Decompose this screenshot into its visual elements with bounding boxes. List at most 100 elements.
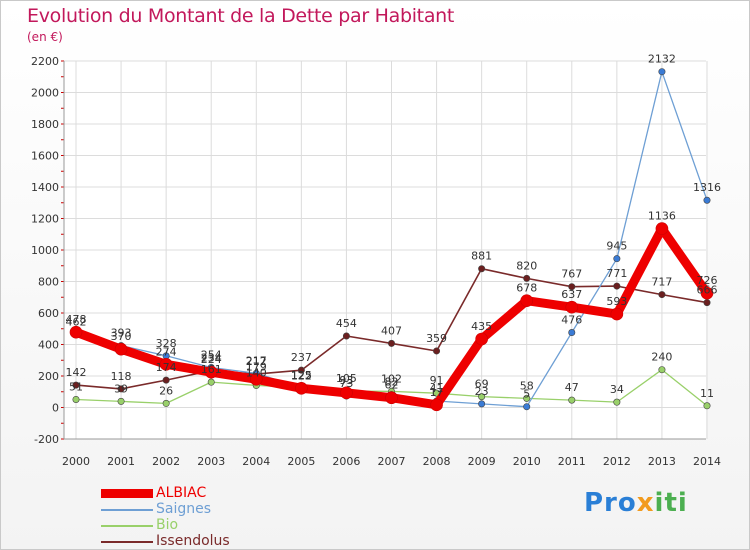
data-label-bio: 39 — [114, 382, 128, 395]
data-label-bio: 161 — [201, 363, 222, 376]
data-label-saignes: 125 — [291, 369, 312, 382]
data-label-albiac: 274 — [156, 345, 177, 358]
data-label-issendolus: 881 — [471, 250, 492, 263]
data-label-saignes: 393 — [111, 327, 132, 340]
legend-label-issendolus: Issendolus — [156, 533, 230, 549]
data-label-saignes: 217 — [246, 354, 267, 367]
x-tick-label: 2006 — [332, 455, 360, 468]
data-label-saignes: 1316 — [693, 181, 721, 194]
data-label-albiac: 678 — [516, 282, 537, 295]
y-tick-label: 800 — [38, 276, 59, 289]
data-label-issendolus: 454 — [336, 317, 357, 330]
data-label-bio: 11 — [700, 387, 714, 400]
y-tick-label: 0 — [52, 402, 59, 415]
data-label-albiac: 478 — [66, 313, 87, 326]
data-point-issendolus — [658, 291, 666, 299]
data-label-issendolus: 767 — [561, 268, 582, 281]
data-point-saignes — [658, 68, 666, 76]
legend-label-bio: Bio — [156, 517, 179, 533]
data-label-saignes: 476 — [561, 314, 582, 327]
data-label-bio: 69 — [475, 378, 489, 391]
data-point-bio — [703, 402, 711, 410]
data-point-bio — [568, 396, 576, 404]
data-label-saignes: 73 — [339, 377, 353, 390]
data-point-saignes — [478, 400, 486, 408]
data-label-bio: 140 — [246, 366, 267, 379]
y-tick-label: 2200 — [31, 55, 59, 68]
data-label-issendolus: 666 — [697, 284, 718, 297]
legend-swatch-issendolus — [101, 541, 153, 543]
data-label-albiac: 93 — [339, 374, 353, 387]
data-point-bio — [117, 397, 125, 405]
data-label-saignes: 328 — [156, 337, 177, 350]
data-label-saignes: 2132 — [648, 53, 676, 66]
data-point-saignes — [703, 196, 711, 204]
x-tick-label: 2011 — [558, 455, 586, 468]
data-label-issendolus: 142 — [66, 366, 87, 379]
data-label-bio: 240 — [651, 351, 672, 364]
y-tick-label: 400 — [38, 339, 59, 352]
data-label-saignes: 82 — [385, 376, 399, 389]
data-label-albiac: 435 — [471, 320, 492, 333]
data-label-issendolus: 234 — [201, 352, 222, 365]
data-point-albiac — [114, 342, 128, 356]
x-tick-label: 2014 — [693, 455, 721, 468]
data-label-bio: 58 — [520, 379, 534, 392]
y-tick-label: 600 — [38, 307, 59, 320]
data-point-albiac — [700, 286, 714, 300]
data-label-saignes: 41 — [430, 382, 444, 395]
data-point-albiac — [69, 325, 83, 339]
data-point-albiac — [520, 294, 534, 308]
data-point-issendolus — [387, 339, 395, 347]
x-tick-label: 2004 — [242, 455, 270, 468]
data-label-issendolus: 407 — [381, 324, 402, 337]
data-point-saignes — [568, 329, 576, 337]
x-tick-label: 2001 — [107, 455, 135, 468]
data-label-bio: 105 — [336, 372, 357, 385]
data-point-saignes — [613, 255, 621, 263]
data-point-bio — [613, 398, 621, 406]
data-point-saignes — [523, 403, 531, 411]
y-tick-label: 1800 — [31, 118, 59, 131]
data-label-bio: 91 — [430, 374, 444, 387]
data-point-albiac — [655, 222, 669, 235]
data-label-issendolus: 820 — [516, 259, 537, 272]
data-point-issendolus — [297, 366, 305, 374]
y-tick-label: 1400 — [31, 181, 59, 194]
data-label-albiac: 593 — [606, 295, 627, 308]
x-tick-label: 2000 — [62, 455, 90, 468]
data-point-albiac — [430, 398, 443, 412]
data-label-albiac: 122 — [291, 369, 312, 382]
data-point-issendolus — [568, 283, 576, 291]
data-label-saignes: 23 — [475, 385, 489, 398]
data-point-issendolus — [342, 332, 350, 340]
x-tick-label: 2008 — [423, 455, 451, 468]
data-label-bio: 51 — [69, 380, 83, 393]
data-point-issendolus — [703, 299, 711, 307]
legend-swatch-albiac — [101, 489, 153, 498]
x-tick-label: 2012 — [603, 455, 631, 468]
x-tick-label: 2010 — [513, 455, 541, 468]
data-point-albiac — [204, 365, 218, 379]
data-label-albiac: 637 — [561, 288, 582, 301]
data-point-issendolus — [117, 385, 125, 393]
y-tick-label: 1000 — [31, 244, 59, 257]
y-tick-label: -200 — [34, 433, 59, 446]
data-point-bio — [162, 399, 170, 407]
data-point-issendolus — [433, 347, 441, 355]
data-label-issendolus: 118 — [111, 370, 132, 383]
data-point-albiac — [159, 358, 173, 371]
data-point-issendolus — [162, 376, 170, 384]
data-label-albiac: 726 — [697, 274, 718, 287]
data-point-albiac — [565, 300, 579, 314]
y-tick-label: 1600 — [31, 150, 59, 163]
data-label-issendolus: 771 — [606, 267, 627, 280]
data-label-albiac: 370 — [111, 330, 132, 343]
data-label-issendolus: 237 — [291, 351, 312, 364]
data-point-albiac — [610, 307, 624, 321]
data-label-bio: 34 — [610, 383, 624, 396]
data-label-issendolus: 174 — [156, 361, 177, 374]
chart-subtitle: (en €) — [27, 30, 63, 44]
